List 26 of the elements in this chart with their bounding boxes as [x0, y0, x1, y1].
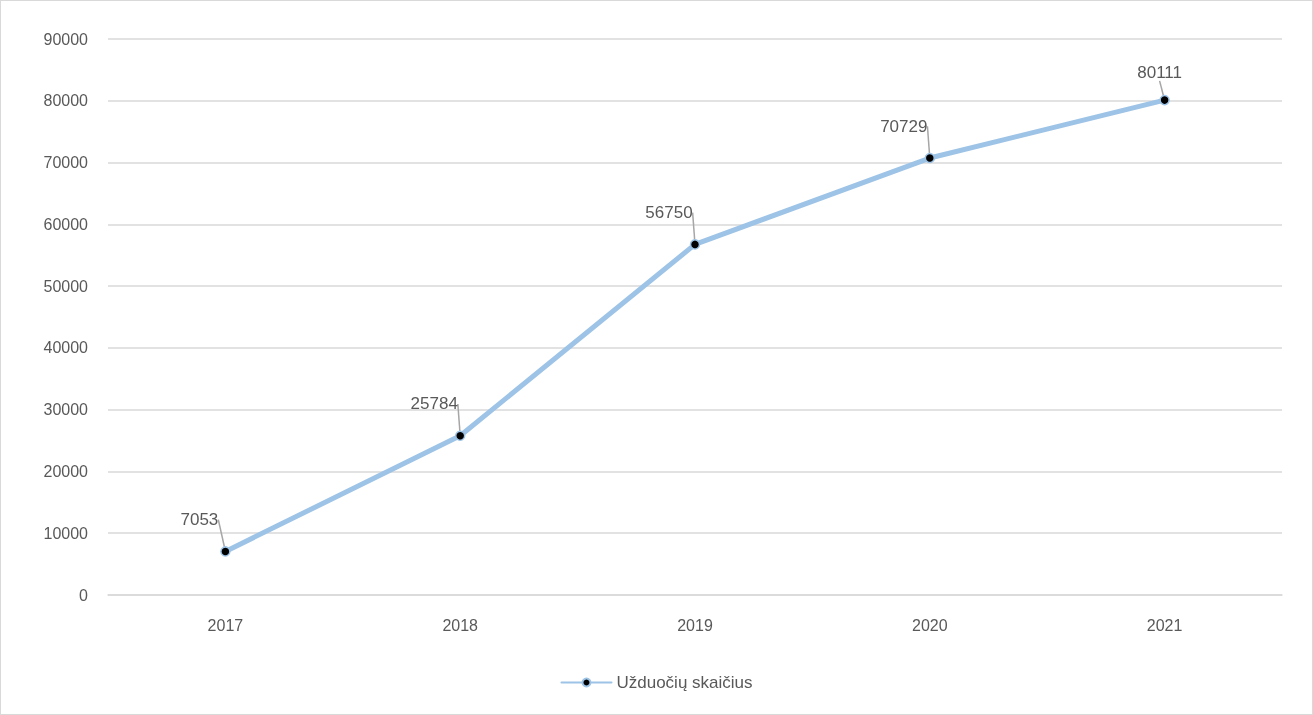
y-tick-label: 80000 [43, 92, 89, 110]
y-tick-label: 90000 [43, 30, 89, 48]
data-label: 70729 [880, 116, 928, 136]
point [689, 239, 701, 250]
point [220, 546, 231, 557]
y-tick-label: 20000 [43, 462, 89, 480]
x-tick-label: 2020 [912, 616, 948, 634]
point [924, 152, 936, 164]
x-tick-label: 2017 [207, 616, 244, 634]
y-tick-label: 70000 [43, 154, 89, 172]
y-tick-label: 30000 [43, 401, 89, 419]
point [1159, 94, 1170, 106]
data-label: 25784 [410, 394, 458, 414]
data-label: 80111 [1137, 62, 1182, 82]
x-tick-label: 2021 [1146, 616, 1183, 634]
y-tick-label: 0 [79, 586, 89, 604]
legend-label: Užduočių skaičius [616, 673, 753, 692]
x-tick-label: 2018 [442, 616, 479, 634]
y-tick-label: 60000 [43, 215, 89, 233]
y-tick-label: 10000 [43, 524, 89, 542]
data-label: 7053 [180, 510, 219, 530]
y-tick-label: 50000 [43, 277, 89, 295]
data-label: 56750 [645, 203, 693, 223]
y-tick-label: 40000 [43, 339, 89, 357]
point [454, 430, 466, 441]
x-tick-label: 2019 [677, 616, 713, 634]
